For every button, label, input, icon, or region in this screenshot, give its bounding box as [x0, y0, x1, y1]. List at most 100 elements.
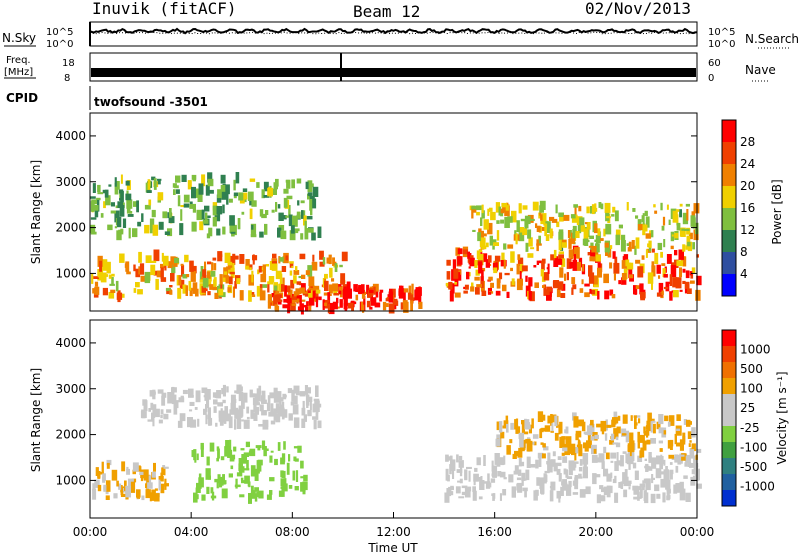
echo-cell — [164, 231, 170, 235]
echo-cell — [516, 220, 520, 233]
echo-cell — [457, 256, 463, 265]
echo-cell — [487, 292, 492, 295]
echo-cell — [216, 390, 222, 399]
echo-cell — [496, 434, 501, 441]
echo-cell — [303, 304, 308, 308]
echo-cell — [589, 288, 592, 294]
echo-cell — [177, 420, 183, 428]
echo-cell — [246, 416, 250, 420]
echo-cell — [273, 290, 277, 296]
colorbar-segment — [722, 252, 736, 274]
echo-cell — [230, 231, 236, 234]
echo-cell — [245, 259, 250, 269]
echo-cell — [91, 273, 94, 284]
echo-cell — [194, 407, 198, 410]
x-tick-label: 16:00 — [477, 525, 512, 539]
echo-cell — [214, 478, 219, 483]
echo-cell — [449, 290, 454, 302]
echo-cell — [684, 281, 690, 289]
colorbar-segment — [722, 394, 736, 410]
echo-cell — [105, 491, 109, 495]
echo-cell — [539, 428, 543, 439]
echo-cell — [621, 234, 626, 242]
echo-cell — [93, 276, 99, 279]
echo-cell — [303, 215, 307, 226]
echo-cell — [612, 442, 619, 445]
echo-cell — [654, 252, 659, 265]
echo-cell — [621, 428, 627, 437]
echo-cell — [211, 262, 214, 271]
echo-cell — [586, 440, 592, 449]
echo-cell — [475, 287, 480, 295]
colorbar-segment — [722, 378, 736, 394]
echo-cell — [210, 271, 216, 277]
echo-cell — [281, 266, 287, 272]
echo-cell — [479, 237, 486, 248]
echo-cell — [250, 492, 254, 497]
echo-cell — [445, 468, 449, 481]
echo-cell — [207, 407, 211, 420]
echo-cell — [216, 482, 219, 489]
echo-cell — [183, 203, 190, 208]
x-tick-label: 08:00 — [275, 525, 310, 539]
echo-cell — [241, 419, 244, 422]
echo-cell — [536, 477, 540, 486]
echo-cell — [249, 208, 253, 220]
echo-cell — [579, 489, 586, 498]
echo-cell — [487, 473, 490, 483]
echo-cell — [674, 250, 678, 256]
echo-cell — [291, 281, 295, 289]
echo-cell — [597, 290, 600, 300]
echo-cell — [562, 456, 568, 463]
echo-cell — [280, 478, 285, 487]
echo-cell — [94, 281, 99, 287]
echo-cell — [536, 239, 539, 252]
echo-cell — [502, 284, 507, 292]
echo-cell — [637, 439, 640, 449]
echo-cell — [625, 259, 630, 267]
echo-cell — [294, 458, 299, 462]
echo-cell — [245, 441, 250, 448]
echo-cell — [613, 428, 619, 438]
echo-cell — [283, 299, 290, 303]
echo-cell — [301, 418, 306, 428]
echo-cell — [289, 261, 294, 264]
echo-cell — [679, 227, 684, 237]
echo-cell — [111, 273, 115, 277]
echo-cell — [192, 203, 196, 213]
echo-cell — [559, 216, 564, 222]
echo-cell — [688, 443, 691, 447]
echo-cell — [229, 255, 235, 262]
echo-cell — [679, 267, 682, 278]
echo-cell — [232, 286, 235, 298]
echo-cell — [651, 457, 657, 469]
echo-cell — [193, 449, 197, 461]
echo-cell — [275, 411, 278, 414]
echo-cell — [221, 189, 227, 200]
echo-cell — [166, 289, 172, 295]
echo-cell — [495, 438, 501, 447]
echo-cell — [487, 208, 490, 216]
echo-cell — [239, 494, 245, 498]
noise-right-tick-top: 10^5 — [708, 27, 735, 38]
echo-cell — [446, 490, 452, 494]
echo-cell — [111, 277, 114, 285]
echo-cell — [366, 300, 371, 308]
echo-cell — [667, 493, 670, 501]
colorbar-tick-label: -100 — [740, 440, 767, 454]
echo-cell — [242, 188, 248, 192]
echo-cell — [162, 211, 168, 219]
echo-cell — [689, 463, 695, 468]
echo-cell — [300, 303, 304, 315]
echo-cell — [295, 266, 298, 271]
echo-cell — [222, 204, 225, 214]
echo-cell — [521, 422, 525, 435]
echo-cell — [652, 420, 656, 423]
echo-cell — [519, 435, 524, 448]
echo-cell — [150, 229, 153, 234]
freq-panel: Freq. [MHz] 18 8 60 0 Nave — [4, 52, 776, 84]
echo-cell — [312, 290, 316, 299]
echo-cell — [152, 404, 157, 417]
echo-cell — [202, 219, 209, 224]
echo-cell — [639, 488, 643, 499]
